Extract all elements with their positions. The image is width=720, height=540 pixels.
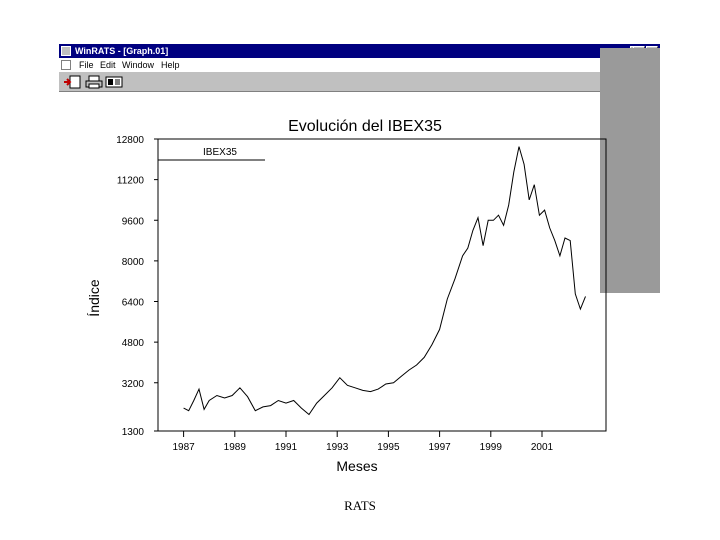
y-tick-label: 3200 [122, 379, 145, 390]
x-tick-label: 1991 [275, 442, 298, 453]
x-axis: 1987 1989 1991 1993 1995 1997 1999 2001 [172, 431, 554, 453]
x-axis-label: Meses [336, 458, 377, 474]
toolbar [59, 72, 660, 92]
app-icon[interactable] [61, 46, 71, 56]
y-tick-label: 11200 [117, 176, 145, 187]
copy-icon[interactable] [105, 75, 123, 89]
print-icon[interactable] [85, 75, 103, 89]
window-title: WinRATS - [Graph.01] [75, 46, 169, 56]
window-background-strip [600, 48, 660, 293]
x-tick-label: 1999 [480, 442, 503, 453]
legend: IBEX35 [158, 147, 265, 161]
x-tick-label: 1987 [172, 442, 195, 453]
footer-caption: RATS [344, 498, 376, 513]
chart-title: Evolución del IBEX35 [288, 118, 442, 135]
y-tick-label: 6400 [122, 298, 145, 309]
y-tick-label: 9600 [122, 216, 145, 227]
x-tick-label: 1993 [326, 442, 349, 453]
winrats-window: WinRATS - [Graph.01] _ ▫ × File Edit Win… [59, 44, 660, 494]
series-line-ibex35 [183, 146, 586, 416]
menu-edit[interactable]: Edit [100, 60, 116, 70]
plot-frame [157, 138, 607, 432]
x-tick-label: 1995 [377, 442, 400, 453]
document-icon[interactable] [61, 60, 71, 70]
menu-window[interactable]: Window [122, 60, 155, 70]
y-tick-label: 12800 [116, 135, 144, 146]
x-tick-label: 1997 [428, 442, 451, 453]
series-group [183, 146, 586, 416]
y-axis: 1300 3200 4800 6400 8000 9600 11200 12800 [116, 135, 158, 438]
menu-file[interactable]: File [79, 60, 94, 70]
legend-label: IBEX35 [203, 147, 237, 158]
y-tick-label: 4800 [122, 338, 145, 349]
y-axis-label: Índice [86, 279, 102, 317]
y-tick-label: 1300 [122, 427, 145, 438]
open-icon[interactable] [63, 75, 81, 89]
y-tick-label: 8000 [122, 257, 145, 268]
x-tick-label: 1989 [224, 442, 247, 453]
menu-help[interactable]: Help [161, 60, 180, 70]
x-tick-label: 2001 [531, 442, 554, 453]
